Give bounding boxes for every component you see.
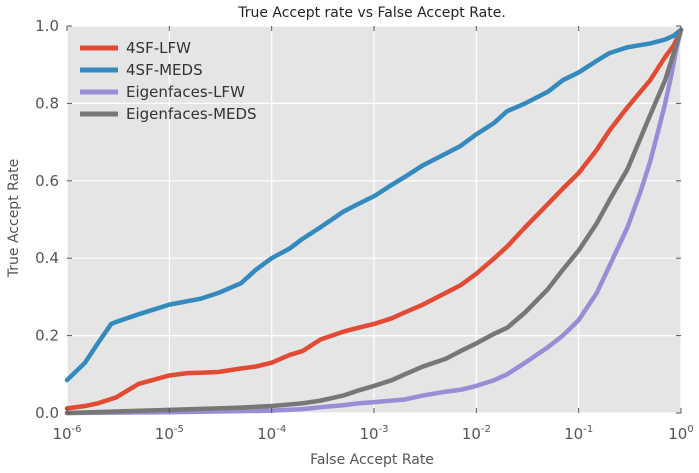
x-tick-label: 10-2 (462, 424, 491, 443)
x-tick-label: 10-4 (257, 424, 286, 443)
x-axis-label: False Accept Rate (310, 452, 434, 468)
series-line-4sf-meds (64, 27, 684, 383)
x-tick-label: 10-1 (564, 424, 593, 443)
legend-label: 4SF-MEDS (126, 61, 203, 79)
series-line-4sf-lfw (64, 27, 684, 411)
y-axis-label: True Accept Rate (6, 159, 22, 278)
y-tick-label: 1.0 (35, 17, 59, 35)
y-tick-label: 0.6 (35, 172, 59, 190)
y-tick-label: 0.8 (35, 94, 59, 112)
series-line-eigenfaces-meds (64, 27, 684, 416)
chart-title: True Accept rate vs False Accept Rate. (237, 5, 506, 21)
x-tick-label: 100 (668, 424, 693, 443)
legend-label: Eigenfaces-MEDS (126, 105, 257, 123)
series-line-eigenfaces-lfw (64, 27, 684, 416)
x-tick-label: 10-6 (52, 424, 81, 443)
y-tick-label: 0.2 (35, 327, 59, 345)
legend-label: 4SF-LFW (126, 39, 191, 57)
x-tick-label: 10-3 (359, 424, 388, 443)
x-tick-label: 10-5 (155, 424, 184, 443)
legend: 4SF-LFW 4SF-MEDS Eigenfaces-LFW Eigenfaces-… (80, 39, 257, 123)
legend-label: Eigenfaces-LFW (126, 83, 245, 101)
y-tick-label: 0.0 (35, 404, 59, 422)
y-tick-label: 0.4 (35, 249, 59, 267)
